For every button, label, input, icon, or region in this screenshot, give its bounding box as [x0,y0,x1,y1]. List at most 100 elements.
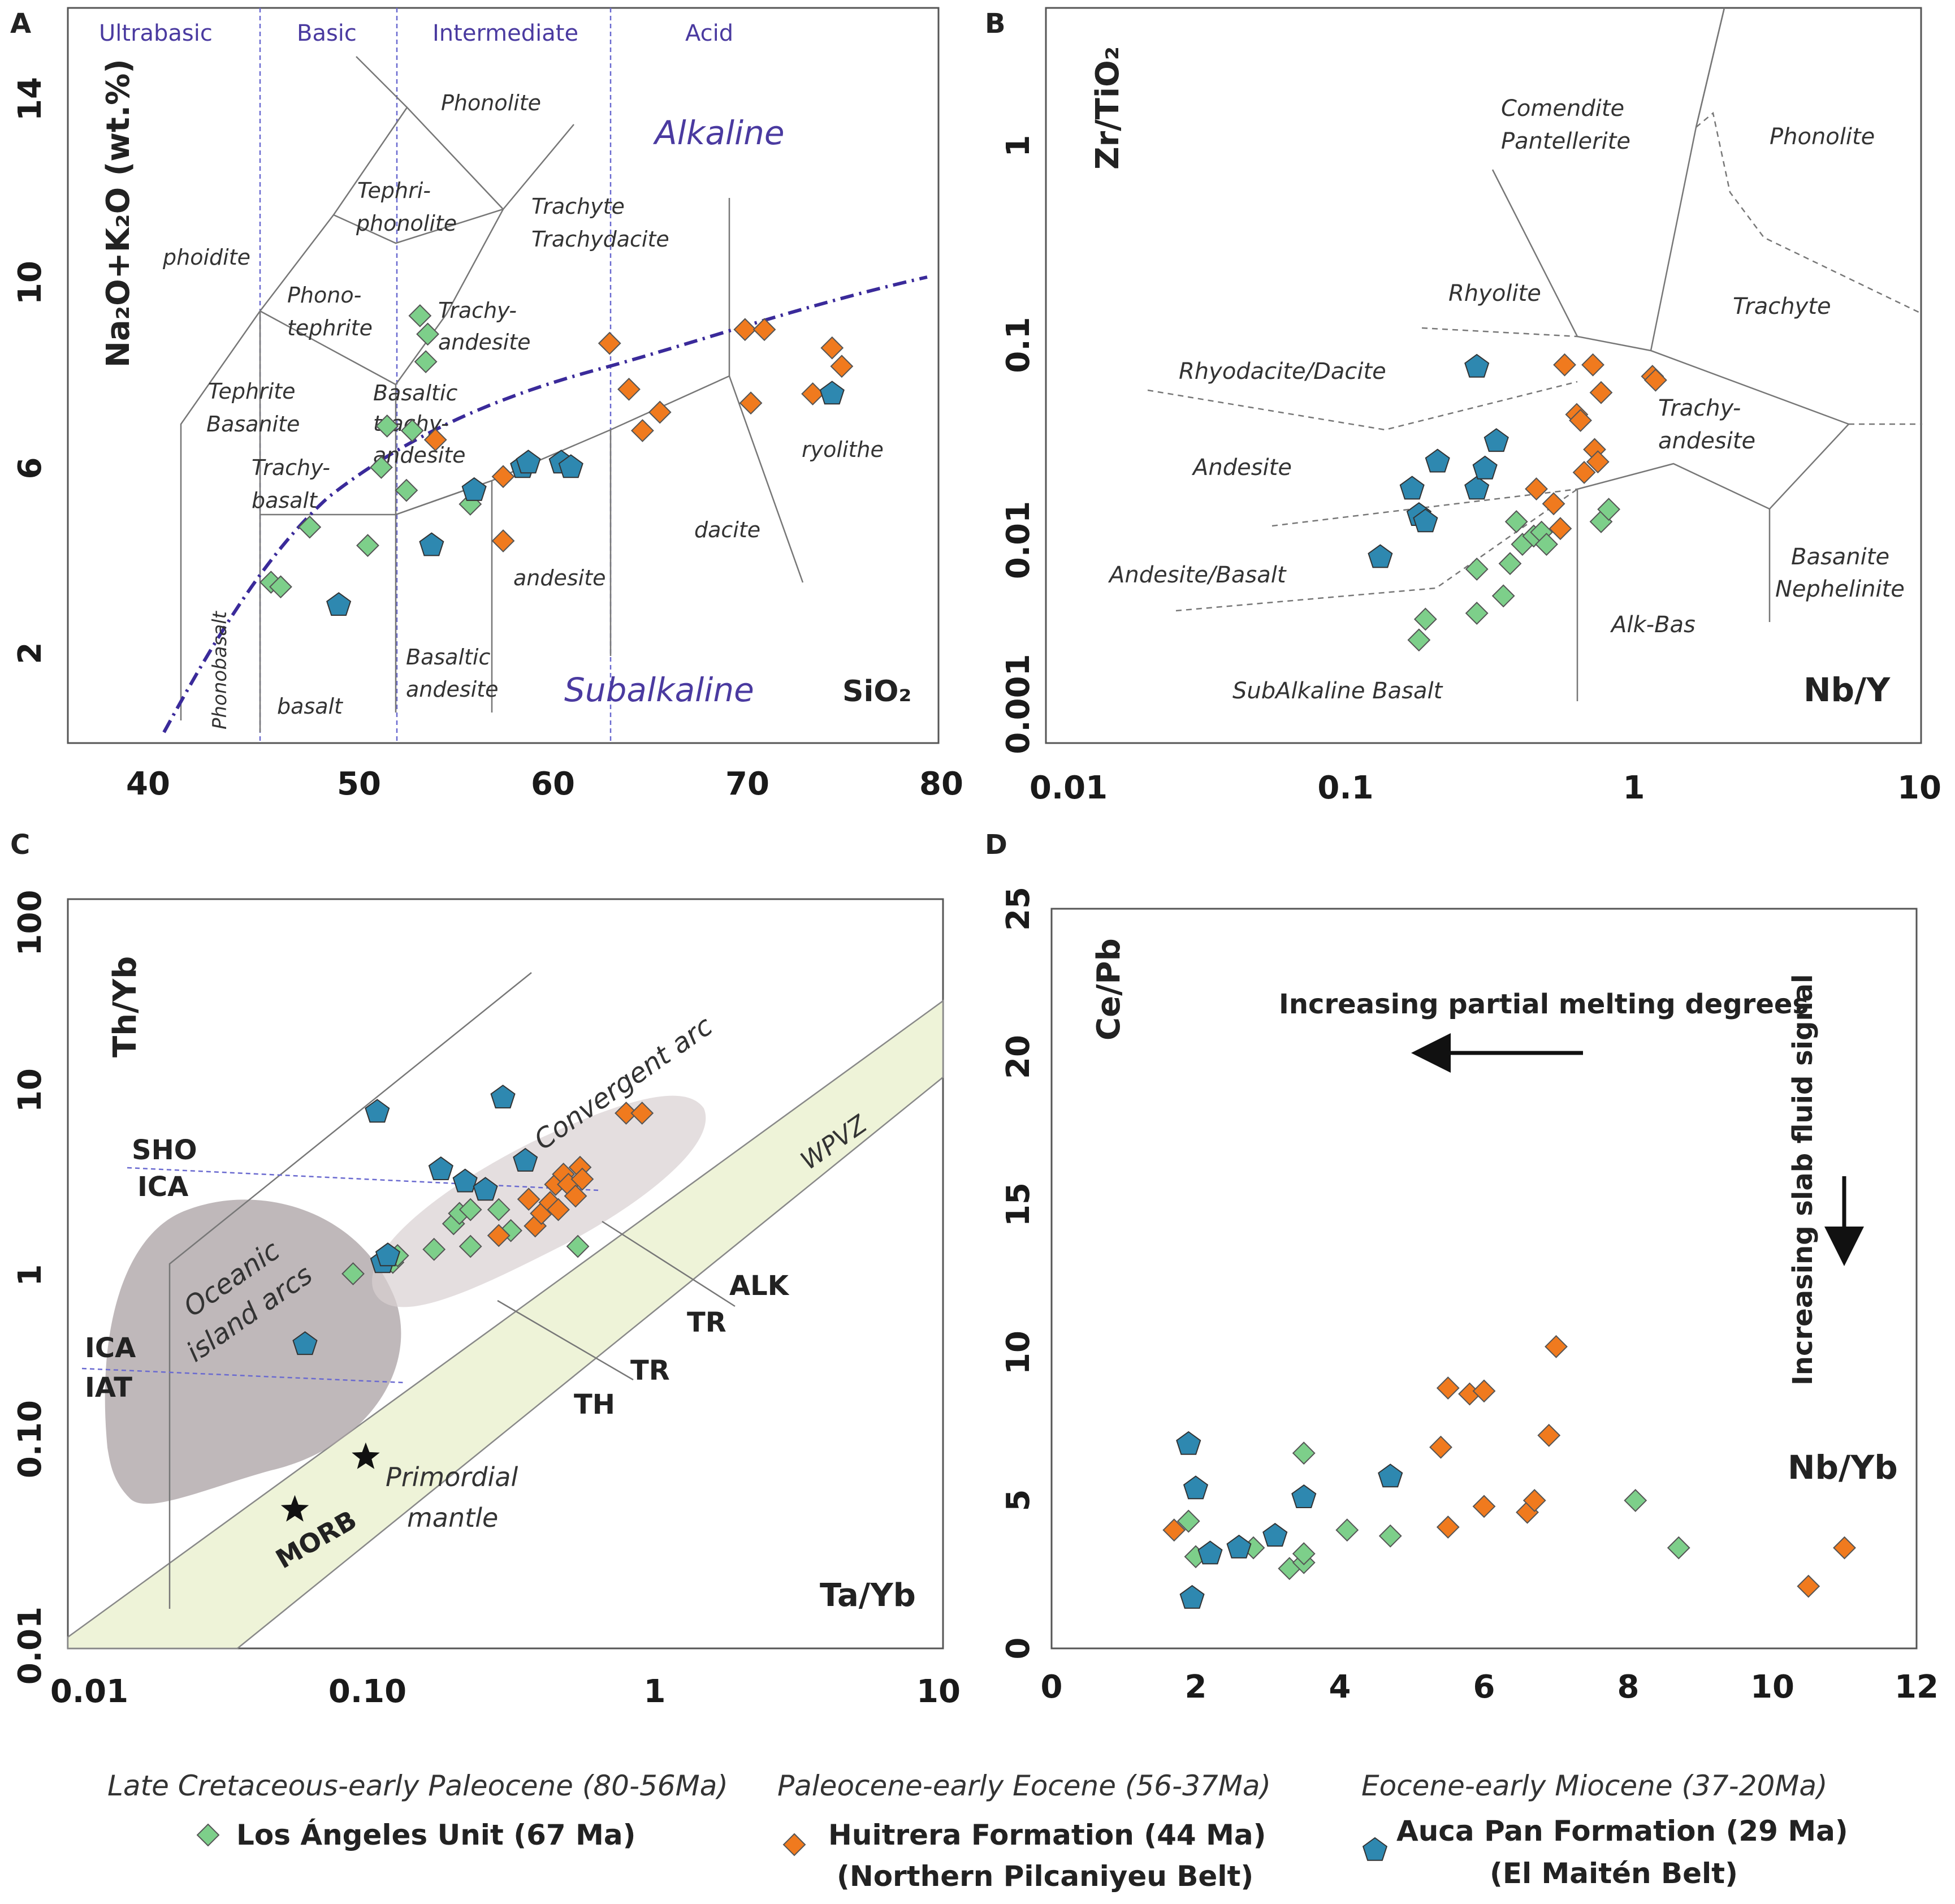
d-point-s1-2 [1436,1516,1460,1539]
d-ytick-15: 15 [1000,1182,1037,1227]
field-trachy: Trachy- [438,298,517,323]
d-point-s2-2 [1183,1475,1209,1500]
a-point-s0-4 [369,456,393,479]
c-point-s2-3 [375,1242,401,1267]
b-point-s0-12 [1597,498,1620,521]
b-field-pantellerite: Pantellerite [1501,128,1630,154]
field-trachyandesite: andesite [438,330,531,355]
legend-marker-los-angeles [196,1823,220,1847]
d-point-s2-7 [1378,1463,1403,1488]
c-point-s1-12 [615,1102,638,1125]
b-field-basanite: Basanite [1791,544,1889,570]
field-phonobasalt: Phonobasalt [209,610,231,729]
d-point-s0-7 [1335,1518,1359,1542]
d-point-s0-0 [1177,1509,1200,1533]
a-point-s0-7 [400,419,424,442]
field-basaltic: Basaltic [373,381,457,405]
legend-unit-1: Los Ángeles Unit (67 Ma) [236,1818,635,1851]
panel-b-xlabel: Nb/Y [1803,671,1891,709]
d-point-s2-6 [1291,1484,1317,1508]
b-field-andesite-basalt: Andesite/Basalt [1108,562,1287,588]
a-xtick-70: 70 [725,766,769,802]
a-xtick-60: 60 [531,766,575,802]
c-point-s2-7 [490,1085,516,1109]
legend-unit-3: Auca Pan Formation (29 Ma) [1396,1815,1848,1847]
a-point-s1-1 [491,465,515,489]
c-point-s1-13 [630,1102,654,1125]
panel-d-xlabel: Nb/Yb [1788,1448,1898,1487]
c-ytick-010: 0.10 [12,1400,49,1478]
legend-unit-2b: (Northern Pilcaniyeu Belt) [837,1860,1253,1893]
d-point-s1-5 [1472,1379,1496,1403]
a-point-s1-12 [830,355,854,378]
annotation-partial-melting: Increasing partial melting degrees [1279,988,1809,1020]
a-point-s1-9 [739,391,763,415]
b-field-phonolite: Phonolite [1770,124,1875,150]
b-point-s1-5 [1569,409,1592,432]
label-ica-lower: ICA [85,1332,136,1364]
panel-c: C SHO ICA ICA IAT ALK TR TR TH Convergen… [10,829,961,1710]
panel-a-ylabel: Na₂O+K₂O (wt.%) [100,59,137,368]
b-ytick-001: 0.01 [1000,501,1037,579]
panel-a-letter: A [10,8,31,40]
field-dacite: dacite [694,517,760,542]
c-ytick-10: 10 [12,1068,49,1112]
b-field-trachyte: Trachyte [1733,293,1831,320]
label-tr-lower: TR [630,1355,670,1387]
a-point-s0-10 [416,322,439,346]
c-xtick-010: 0.10 [328,1673,406,1710]
d-ytick-20: 20 [1000,1035,1037,1079]
d-point-s1-1 [1429,1435,1452,1459]
c-point-s0-8 [487,1198,511,1221]
legend-marker-auca-pan [1362,1837,1388,1861]
c-point-s3-0 [280,1495,309,1522]
label-iat: IAT [85,1372,132,1404]
panel-d-points [1162,1335,1856,1609]
field-andesite: andesite [513,565,606,590]
d-xtick-4: 4 [1329,1669,1351,1706]
panel-a-frame [67,7,940,744]
b-point-s1-10 [1589,381,1613,404]
d-point-s0-10 [1667,1536,1690,1560]
field-phoidite: phoidite [162,245,250,270]
c-point-s2-6 [473,1177,498,1201]
d-point-s0-8 [1378,1524,1402,1548]
d-xtick-8: 8 [1617,1669,1640,1706]
a-point-s0-9 [414,350,438,374]
c-point-s2-5 [452,1168,478,1193]
a-point-s1-7 [733,318,757,342]
b-point-s2-8 [1483,428,1509,452]
panel-d-letter: D [985,829,1007,861]
a-point-s1-10 [801,382,824,405]
a-point-s1-0 [423,428,447,452]
a-point-s2-0 [326,592,352,616]
cat-intermediate: Intermediate [432,20,578,46]
c-point-s2-0 [292,1331,318,1355]
b-point-s0-10 [1535,533,1558,556]
d-point-s0-5 [1292,1542,1316,1565]
panel-c-frame [67,898,944,1650]
b-point-s0-1 [1413,607,1437,631]
b-ytick-0001: 0.001 [1000,654,1037,754]
legend-unit-2: Huitrera Formation (44 Ma) [828,1819,1266,1851]
a-point-s2-2 [461,477,487,501]
a-point-s2-4 [516,450,541,474]
label-ica-upper: ICA [137,1171,188,1203]
c-point-s0-6 [459,1198,482,1221]
b-field-rhyodacite: Rhyodacite/Dacite [1179,359,1386,385]
a-ytick-6: 6 [12,457,49,480]
field-basanite: Basanite [206,412,300,437]
c-point-s0-0 [341,1262,365,1285]
field-basaltic-andesite: andesite [406,677,499,702]
field-phono: Phono- [287,283,361,308]
d-point-s1-3 [1436,1376,1460,1400]
b-point-s1-6 [1572,461,1596,484]
label-alkaline: Alkaline [652,114,785,152]
legend-icon-1 [782,1833,806,1856]
c-point-s4-0 [352,1442,380,1469]
c-point-s0-3 [422,1237,446,1261]
b-field-alkbas: Alk-Bas [1610,612,1696,638]
a-point-s0-5 [375,414,399,438]
a-point-s1-11 [820,336,844,360]
b-point-s0-3 [1465,558,1489,581]
